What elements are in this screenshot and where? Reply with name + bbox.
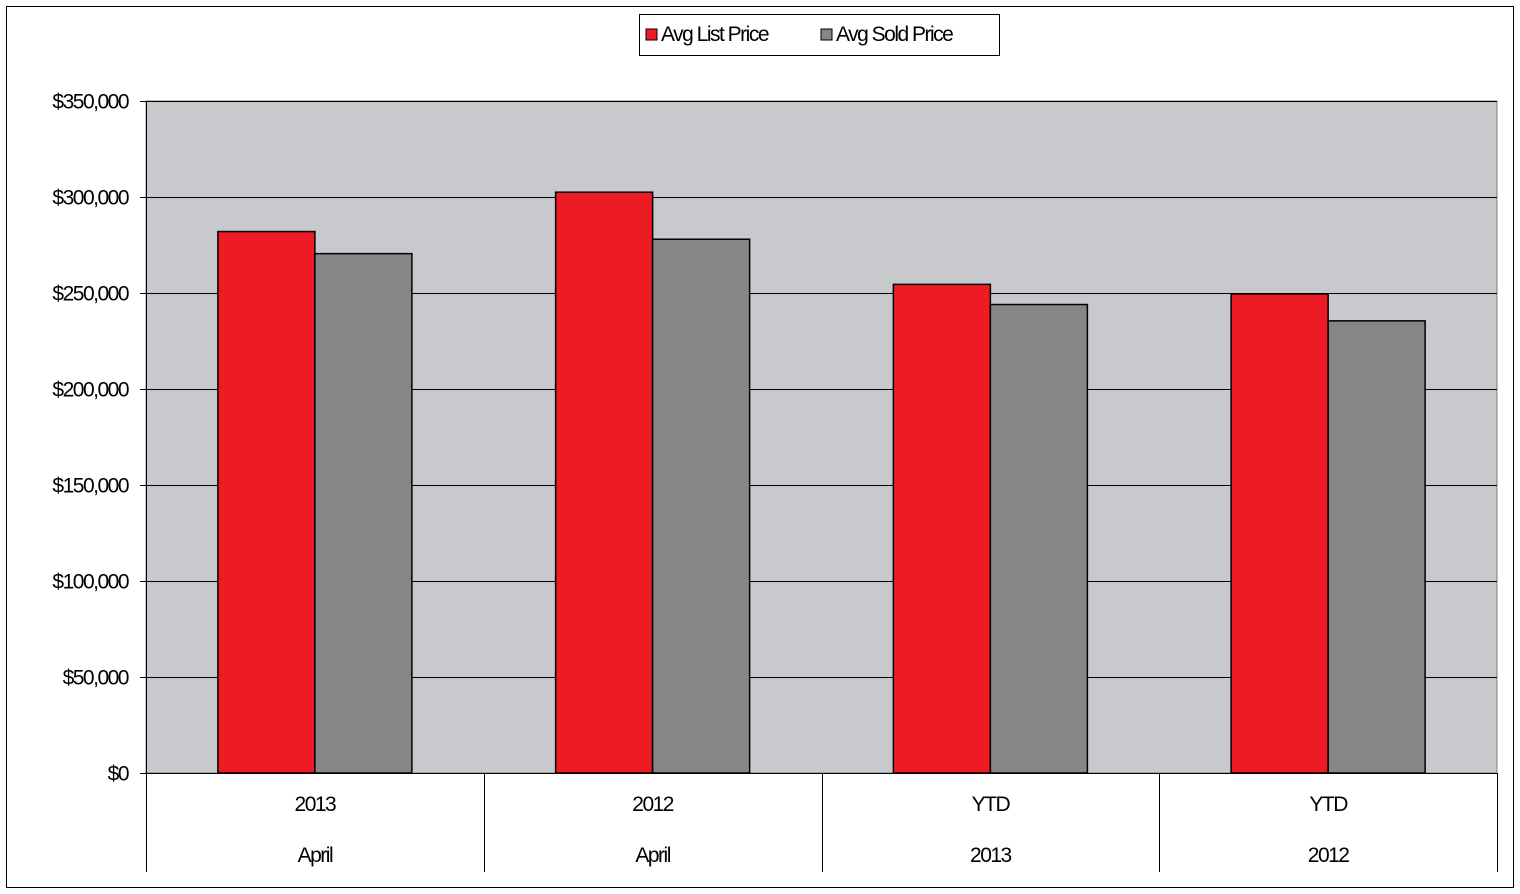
x-tick-label-bottom: April [635, 844, 670, 867]
bar [651, 238, 751, 774]
bar [314, 252, 413, 774]
y-tick-label: $250,000 [52, 283, 128, 306]
y-tick-label: $350,000 [52, 91, 128, 114]
x-tick-label-bottom: April [298, 844, 333, 867]
bar [1230, 293, 1329, 774]
x-tick-label-bottom: 2013 [970, 844, 1012, 867]
bar [989, 303, 1089, 774]
legend-swatch [645, 28, 658, 41]
x-tick-label-top: YTD [972, 793, 1011, 816]
y-tick-label: $300,000 [52, 187, 128, 210]
bar [554, 191, 654, 774]
legend-swatch [820, 28, 833, 41]
y-tick-label: $200,000 [52, 379, 128, 402]
bar [892, 283, 992, 774]
x-tick-label-top: 2013 [295, 793, 337, 816]
y-tick-label: $0 [108, 763, 129, 786]
legend: Avg List Price Avg Sold Price [639, 14, 1000, 56]
bar [1327, 320, 1426, 774]
y-tick-label: $150,000 [52, 475, 128, 498]
legend-label: Avg Sold Price [836, 23, 953, 46]
legend-label: Avg List Price [661, 23, 769, 46]
x-tick-label-bottom: 2012 [1308, 844, 1350, 867]
bar [217, 230, 316, 774]
y-tick-label: $50,000 [63, 667, 129, 690]
y-tick-label: $100,000 [52, 571, 128, 594]
x-tick-label-top: 2012 [632, 793, 674, 816]
plot-area: $0 $50,000 $100,000 $150,000 $200,000 $250,00… [52, 91, 1498, 872]
legend-box [639, 14, 1000, 56]
x-tick-label-top: YTD [1309, 793, 1348, 816]
